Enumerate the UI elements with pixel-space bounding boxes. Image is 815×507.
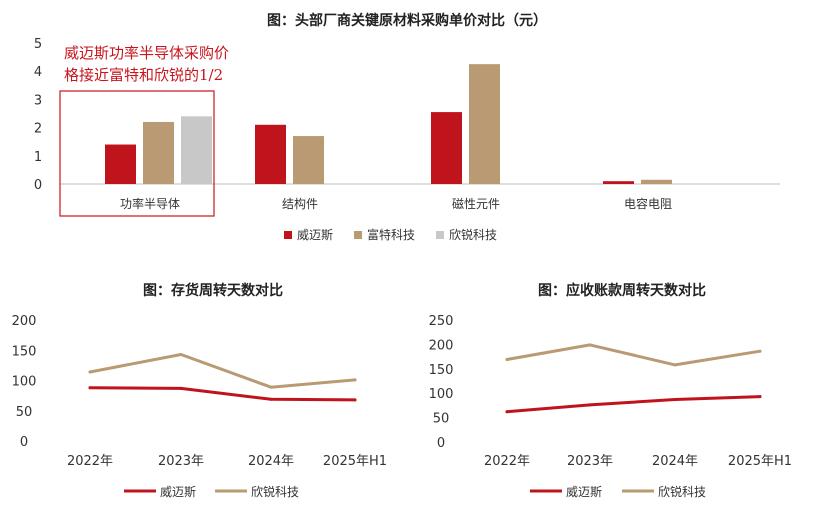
line-y-tick: 0 <box>20 435 28 450</box>
line-point <box>179 386 183 390</box>
bar-0-3 <box>603 181 634 184</box>
bar-y-tick: 0 <box>34 178 42 193</box>
line-point <box>588 403 592 407</box>
line-x-tick: 2025年H1 <box>728 454 792 469</box>
bar-1-3 <box>641 179 672 184</box>
annotation-text: 格接近富特和欣锐的1/2 <box>64 66 223 84</box>
line-point <box>353 398 357 402</box>
bar-0-1 <box>255 124 286 184</box>
line-x-tick: 2024年 <box>652 454 698 469</box>
line-y-tick: 100 <box>429 387 454 402</box>
line-y-tick: 0 <box>437 436 445 451</box>
line-point <box>758 395 762 399</box>
line-legend-label: 欣锐科技 <box>251 485 299 499</box>
bar-category-label: 磁性元件 <box>452 196 500 211</box>
line-point <box>505 358 509 362</box>
bar-chart: 图：头部厂商关键原材料采购单价对比（元） 0 1 2 3 4 5 功率半导体 结构件 磁性元件 电容… <box>34 12 780 242</box>
bar-legend-swatch <box>354 231 362 239</box>
bar-1-1 <box>293 136 324 184</box>
line-y-tick: 200 <box>12 314 37 329</box>
bar-category-label: 电容电阻 <box>624 196 672 211</box>
line-chart-title: 图：应收账款周转天数对比 <box>538 282 706 299</box>
bar-legend-swatch <box>284 231 292 239</box>
line-y-tick: 50 <box>16 405 33 420</box>
line-series-0 <box>88 386 357 402</box>
line-chart-1: 图：存货周转天数对比 0 50 100 150 200 2022年 2023年 2024年 202… <box>12 282 387 499</box>
line-y-tick: 200 <box>429 338 454 353</box>
bar-legend-label: 欣锐科技 <box>449 228 497 242</box>
line-point <box>588 343 592 347</box>
line-point <box>269 397 273 401</box>
line-point <box>673 398 677 402</box>
line-series-1 <box>505 343 762 367</box>
line-chart-2: 图：应收账款周转天数对比 0 50 100 150 200 250 2022年 2023年 202… <box>429 282 792 499</box>
line-y-tick: 250 <box>429 314 454 329</box>
bar-y-tick: 1 <box>34 150 42 165</box>
line-point <box>758 349 762 353</box>
line-y-tick: 50 <box>433 412 450 427</box>
line-x-tick: 2022年 <box>484 454 530 469</box>
bar-1-2 <box>469 64 500 184</box>
line-series-0 <box>505 395 762 414</box>
line-y-tick: 150 <box>12 344 37 359</box>
line-chart-title: 图：存货周转天数对比 <box>143 282 283 299</box>
bar-0-2 <box>431 112 462 184</box>
line-point <box>179 352 183 356</box>
line-y-tick: 100 <box>12 375 37 390</box>
bar-legend-swatch <box>436 231 444 239</box>
bar-y-tick: 3 <box>34 93 42 108</box>
bar-legend-label: 威迈斯 <box>297 228 333 242</box>
line-point <box>353 378 357 382</box>
bar-y-tick: 2 <box>34 122 42 137</box>
line-x-tick: 2023年 <box>567 454 613 469</box>
bar-y-tick: 4 <box>34 65 42 80</box>
line-x-tick: 2023年 <box>158 454 204 469</box>
line-point <box>88 386 92 390</box>
bar-category-label: 结构件 <box>282 196 318 211</box>
bar-chart-title: 图：头部厂商关键原材料采购单价对比（元） <box>267 12 547 29</box>
bar-y-tick: 5 <box>34 37 42 52</box>
line-x-tick: 2025年H1 <box>323 454 387 469</box>
line-point <box>88 370 92 374</box>
line-legend-label: 威迈斯 <box>566 485 602 499</box>
bar-2-0 <box>181 116 212 184</box>
line-point <box>269 385 273 389</box>
bar-legend-label: 富特科技 <box>367 227 415 242</box>
bar-category-label: 功率半导体 <box>120 196 180 211</box>
line-point <box>505 410 509 414</box>
line-x-tick: 2022年 <box>67 454 113 469</box>
line-series-1 <box>88 353 357 389</box>
line-legend-label: 欣锐科技 <box>658 485 706 499</box>
bar-1-0 <box>143 121 174 184</box>
line-x-tick: 2024年 <box>248 454 294 469</box>
annotation-text: 威迈斯功率半导体采购价 <box>64 44 229 62</box>
line-point <box>673 363 677 367</box>
bar-0-0 <box>105 144 136 184</box>
line-legend-label: 威迈斯 <box>160 485 196 499</box>
line-y-tick: 150 <box>429 363 454 378</box>
annotation-box <box>59 90 215 217</box>
